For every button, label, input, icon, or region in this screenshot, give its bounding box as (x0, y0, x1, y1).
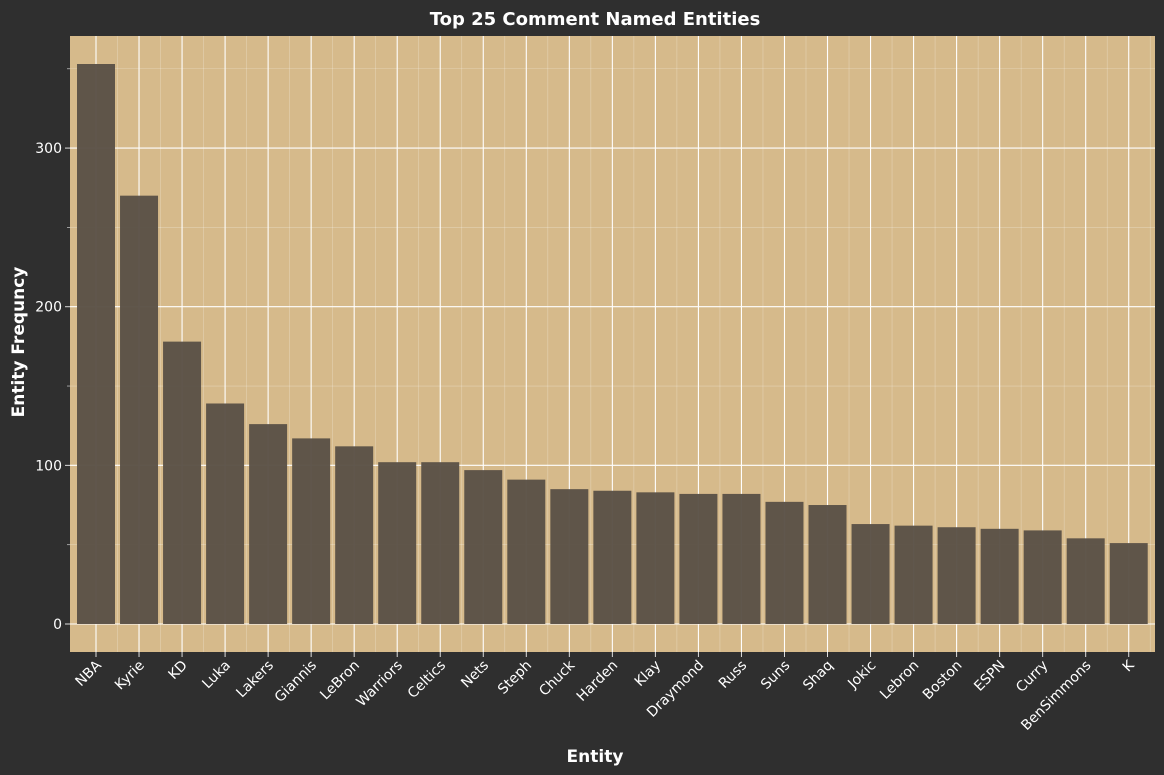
y-tick-label: 100 (35, 458, 62, 474)
y-axis-ticks: 0 100 200 300 (35, 68, 70, 633)
bar-kd (163, 341, 202, 624)
bar-lebron (335, 446, 374, 624)
y-axis-title: Entity Frequncy (9, 267, 29, 418)
bar-steph (507, 479, 546, 624)
bar-nets (464, 470, 503, 624)
bar-boston (937, 527, 976, 624)
bar-nba (77, 64, 115, 624)
bar-harden (593, 490, 632, 624)
bars (77, 64, 1148, 624)
bar-luka (206, 403, 245, 624)
bar-chuck (550, 489, 589, 624)
bar-lebron (894, 525, 933, 624)
bar-celtics (421, 462, 460, 624)
y-tick-label: 0 (53, 617, 62, 633)
bar-bensimmons (1066, 538, 1105, 624)
bar-russ (722, 493, 761, 624)
chart-title: Top 25 Comment Named Entities (430, 9, 761, 30)
bar-k (1109, 543, 1148, 624)
bar-jokic (851, 524, 890, 624)
bar-lakers (249, 424, 288, 624)
bar-espn (980, 528, 1019, 624)
bar-curry (1023, 530, 1062, 624)
bar-suns (765, 501, 804, 624)
bar-giannis (292, 438, 331, 624)
y-tick-label: 300 (35, 141, 62, 157)
x-axis-title: Entity (567, 747, 624, 767)
bar-draymond (679, 493, 718, 624)
bar-warriors (378, 462, 417, 624)
y-tick-label: 200 (35, 300, 62, 316)
bar-shaq (808, 505, 847, 624)
bar-klay (636, 492, 675, 624)
bar-kyrie (120, 195, 159, 624)
